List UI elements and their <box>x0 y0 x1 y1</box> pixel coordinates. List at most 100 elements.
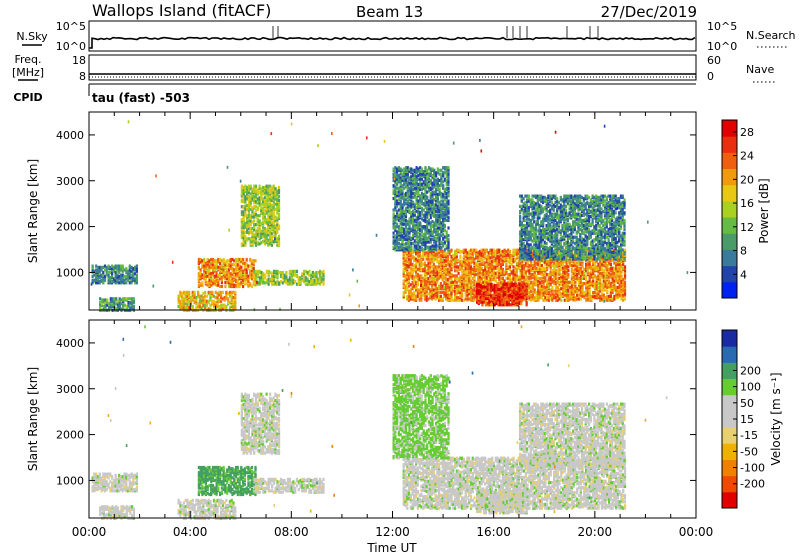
heatmap-cell <box>128 264 131 268</box>
heatmap-cell <box>521 260 524 264</box>
heatmap-cell <box>129 306 132 310</box>
heatmap-cell <box>615 293 618 297</box>
heatmap-cell <box>427 253 430 257</box>
heatmap-cell <box>606 283 609 287</box>
heatmap-cell <box>233 263 236 267</box>
heatmap-cell <box>392 212 395 216</box>
heatmap-cell <box>236 257 239 262</box>
heatmap-cell <box>231 257 234 262</box>
heatmap-cell <box>270 223 273 227</box>
heatmap-cell <box>438 284 441 288</box>
heatmap-cell <box>238 260 241 264</box>
heatmap-cell <box>507 248 510 252</box>
heatmap-cell <box>262 234 265 238</box>
heatmap-cell <box>128 276 131 280</box>
heatmap-cell <box>597 274 600 278</box>
heatmap-cell <box>249 237 252 241</box>
heatmap-cell <box>186 294 189 298</box>
heatmap-cell <box>201 273 204 277</box>
heatmap-cell <box>100 298 104 302</box>
heatmap-cell <box>253 187 256 191</box>
heatmap-cell <box>508 260 511 264</box>
heatmap-cell <box>396 225 399 229</box>
heatmap-cell <box>276 197 279 201</box>
heatmap-cell <box>215 270 218 274</box>
heatmap-cell <box>203 264 206 268</box>
heatmap-cell <box>558 276 561 280</box>
heatmap-cell <box>511 290 514 294</box>
heatmap-cell <box>234 278 238 282</box>
heatmap-cell <box>255 277 258 281</box>
heatmap-cell <box>222 275 225 280</box>
heatmap-cell <box>407 284 411 288</box>
search-tick-bottom: 10^0 <box>707 40 737 53</box>
heatmap-cell <box>219 257 222 262</box>
heatmap-cell <box>542 283 545 287</box>
heatmap-cell <box>602 296 605 300</box>
heatmap-cell <box>425 276 428 280</box>
heatmap-cell <box>277 237 281 241</box>
heatmap-cell <box>208 272 211 276</box>
heatmap-cell <box>406 288 409 292</box>
heatmap-cell <box>210 283 213 287</box>
heatmap-cell <box>592 265 595 269</box>
heatmap-cell <box>429 265 432 269</box>
heatmap-cell <box>446 260 450 264</box>
heatmap-cell <box>249 275 252 280</box>
heatmap-cell <box>558 262 561 266</box>
heatmap-cell <box>264 273 267 277</box>
heatmap-cell <box>409 269 412 273</box>
heatmap-cell <box>397 241 400 245</box>
heatmap-cell <box>188 299 191 303</box>
heatmap-cell <box>269 229 272 233</box>
heatmap-cell <box>260 229 263 233</box>
heatmap-cell <box>500 299 503 303</box>
heatmap-cell <box>246 207 249 211</box>
heatmap-cell <box>118 277 121 281</box>
heatmap-cell <box>514 278 517 282</box>
heatmap-cell <box>507 260 510 264</box>
heatmap-cell <box>233 274 236 278</box>
heatmap-cell <box>394 225 397 229</box>
heatmap-cell <box>258 201 261 205</box>
heatmap-cell <box>425 288 428 292</box>
heatmap-cell <box>519 273 522 277</box>
heatmap-cell <box>413 269 416 273</box>
heatmap-cell <box>499 292 502 297</box>
heatmap-cell <box>432 269 435 273</box>
heatmap-cell <box>450 290 453 295</box>
heatmap-cell <box>396 202 399 206</box>
heatmap-cell <box>618 266 621 270</box>
heatmap-cell <box>272 239 275 243</box>
heatmap-cell <box>446 249 450 254</box>
heatmap-cell <box>131 303 134 307</box>
heatmap-cell <box>231 266 234 271</box>
heatmap-cell <box>459 249 462 254</box>
heatmap-cell <box>540 280 543 284</box>
heatmap-cell <box>464 273 467 277</box>
heatmap-cell <box>602 260 605 264</box>
heatmap-cell <box>193 295 196 300</box>
heatmap-cell <box>211 260 215 264</box>
heatmap-cell <box>459 290 462 295</box>
heatmap-cell <box>432 256 435 260</box>
heatmap-cell <box>294 280 297 284</box>
heatmap-cell <box>464 252 467 256</box>
heatmap-cell <box>599 262 602 266</box>
heatmap-cell <box>448 270 451 274</box>
heatmap-cell <box>438 290 441 295</box>
heatmap-cell <box>406 273 409 277</box>
heatmap-cell <box>531 266 535 270</box>
heatmap-cell <box>313 281 316 285</box>
heatmap-cell <box>468 261 471 265</box>
heatmap-cell <box>240 265 243 269</box>
heatmap-cell <box>525 294 528 298</box>
heatmap-cell <box>577 293 581 297</box>
heatmap-cell <box>198 304 201 309</box>
heatmap-cell <box>489 274 492 278</box>
noise-search-line <box>272 26 599 38</box>
heatmap-cell <box>396 209 399 213</box>
heatmap-cell <box>471 267 474 271</box>
heatmap-cell <box>267 233 270 237</box>
heatmap-cell <box>135 264 138 268</box>
